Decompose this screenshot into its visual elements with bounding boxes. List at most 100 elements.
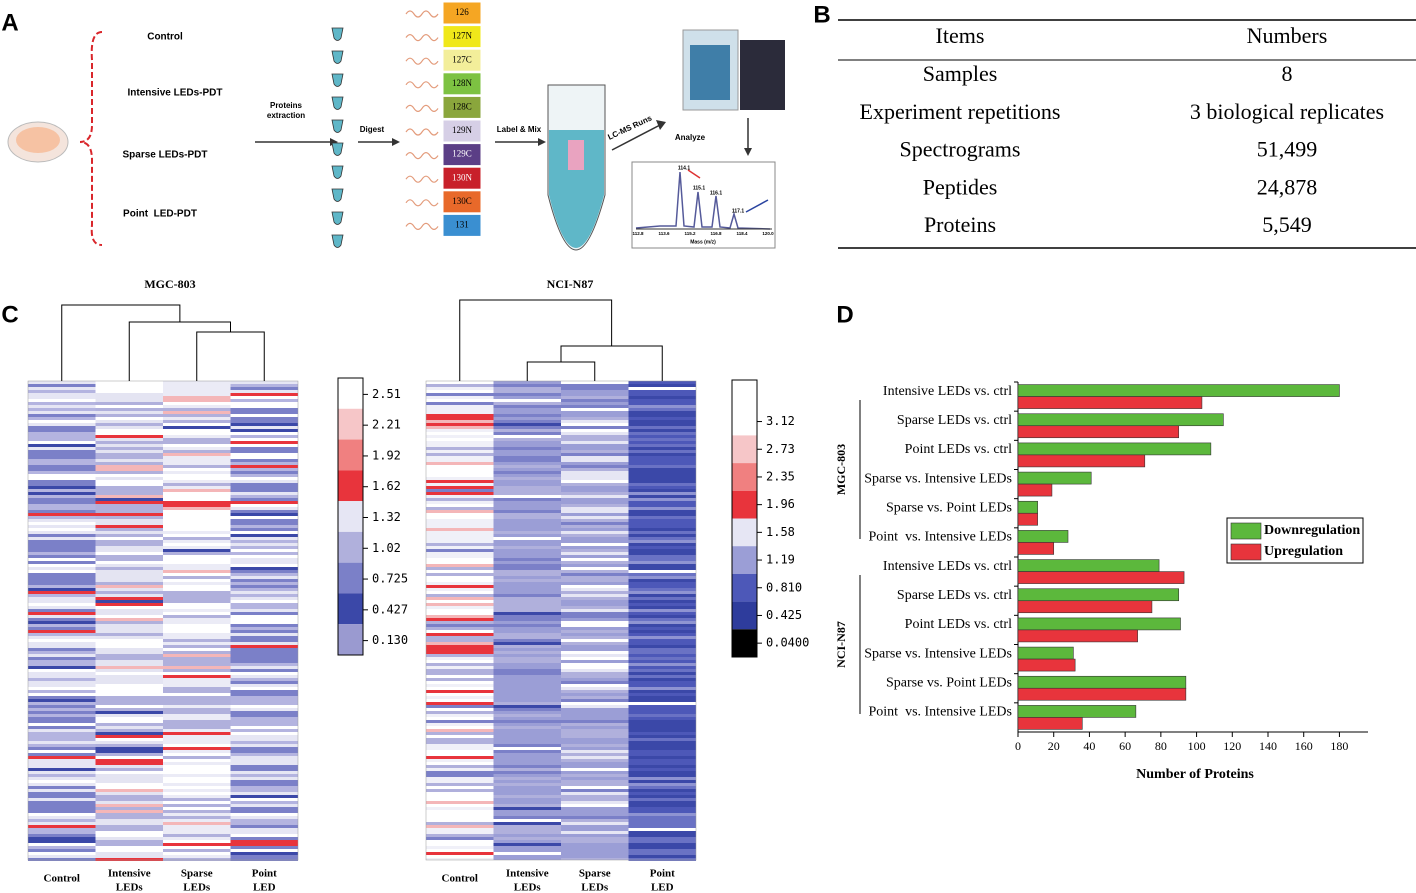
heatmap-stripe xyxy=(163,585,231,588)
heatmap-stripe xyxy=(493,768,561,771)
colorbar-label: 2.21 xyxy=(372,418,401,432)
colorbar-label: 1.96 xyxy=(766,497,795,511)
heatmap-stripe xyxy=(230,684,298,687)
heatmap-stripe xyxy=(230,708,298,711)
heatmap-stripe xyxy=(493,435,561,438)
heatmap-stripe xyxy=(493,828,561,831)
heatmap-stripe xyxy=(628,405,696,408)
heatmap-stripe xyxy=(230,549,298,552)
bar xyxy=(1017,617,1181,631)
heatmap-stripe xyxy=(28,696,96,699)
heatmap-stripe xyxy=(230,855,298,858)
bar xyxy=(1017,471,1092,485)
heatmap-stripe xyxy=(628,477,696,480)
heatmap-stripe xyxy=(426,711,494,714)
heatmap-stripe xyxy=(561,789,629,792)
heatmap-stripe xyxy=(28,768,96,771)
heatmap-stripe xyxy=(493,822,561,825)
heatmap-stripe xyxy=(163,822,231,825)
heatmap-stripe xyxy=(95,465,163,468)
heatmap-stripe xyxy=(28,639,96,642)
heatmap-stripe xyxy=(28,537,96,540)
x-tick-label: 80 xyxy=(1155,739,1167,753)
heatmap-stripe xyxy=(628,543,696,546)
heatmap-stripe xyxy=(28,741,96,744)
heatmap-stripe xyxy=(561,453,629,456)
heatmap-stripe xyxy=(163,720,231,723)
heatmap-stripe xyxy=(95,831,163,834)
tube-icon xyxy=(331,211,344,225)
heatmap-stripe xyxy=(230,612,298,615)
heatmap-stripe xyxy=(28,825,96,828)
spectrum-xlabel: Mass (m/z) xyxy=(690,239,716,245)
heatmap-stripe xyxy=(493,618,561,621)
heatmap-stripe xyxy=(163,753,231,756)
heatmap-stripe xyxy=(426,729,494,732)
heatmap-stripe xyxy=(230,429,298,432)
heatmap-stripe xyxy=(163,711,231,714)
heatmap-stripe xyxy=(95,501,163,504)
x-tick-label: 120 xyxy=(1223,739,1241,753)
heatmap-stripe xyxy=(163,588,231,591)
spectrum-tick: 118.4 xyxy=(736,231,748,236)
heatmap-stripe xyxy=(493,405,561,408)
heatmap-stripe xyxy=(561,477,629,480)
heatmap-stripe xyxy=(426,492,494,495)
heatmap-stripe xyxy=(426,840,494,843)
heatmap-stripe xyxy=(28,699,96,702)
group-label: Sparse LEDs-PDT xyxy=(122,150,207,161)
heatmap-stripe xyxy=(426,669,494,672)
heatmap-stripe xyxy=(230,843,298,846)
heatmap-stripe xyxy=(561,813,629,816)
heatmap-stripe xyxy=(493,606,561,609)
heatmap-stripe xyxy=(163,543,231,546)
heatmap-stripe xyxy=(628,576,696,579)
heatmap-stripe xyxy=(426,600,494,603)
heatmap-stripe xyxy=(628,624,696,627)
heatmap-stripe xyxy=(95,753,163,756)
heatmap-stripe xyxy=(628,783,696,786)
y-tick-label: Sparse LEDs vs. ctrl xyxy=(897,413,1012,428)
heatmap-stripe xyxy=(28,522,96,525)
heatmap-stripe xyxy=(561,846,629,849)
heatmap-stripe xyxy=(28,630,96,633)
heatmap-stripe xyxy=(561,666,629,669)
heatmap-stripe xyxy=(426,690,494,693)
heatmap-stripe xyxy=(230,576,298,579)
heatmap-stripe xyxy=(163,555,231,558)
heatmap-stripe xyxy=(163,426,231,429)
panel-label: C xyxy=(1,301,18,328)
heatmap-stripe xyxy=(28,381,96,384)
heatmap-stripe xyxy=(493,516,561,519)
heatmap-stripe xyxy=(28,564,96,567)
heatmap-stripe xyxy=(628,510,696,513)
heatmap-stripe xyxy=(426,681,494,684)
heatmap-stripe xyxy=(28,765,96,768)
heatmap-stripe xyxy=(163,558,231,561)
peptide-squiggle xyxy=(405,81,439,89)
heatmap-stripe xyxy=(163,651,231,654)
heatmap-stripe xyxy=(230,636,298,639)
heatmap-stripe xyxy=(230,381,298,384)
peptide-squiggle xyxy=(405,10,439,18)
heatmap-stripe xyxy=(426,414,494,417)
heatmap-stripe xyxy=(95,615,163,618)
heatmap-stripe xyxy=(426,609,494,612)
heatmap-stripe xyxy=(628,534,696,537)
heatmap-stripe xyxy=(493,492,561,495)
heatmap-stripe xyxy=(95,387,163,390)
heatmap-stripe xyxy=(28,453,96,456)
heatmap-stripe xyxy=(561,498,629,501)
heatmap-stripe xyxy=(230,477,298,480)
heatmap-stripe xyxy=(561,552,629,555)
legend-label: Upregulation xyxy=(1264,544,1343,559)
tube-icon xyxy=(331,165,344,179)
heatmap-stripe xyxy=(426,399,494,402)
heatmap-stripe xyxy=(561,822,629,825)
heatmap-stripe xyxy=(493,720,561,723)
heatmap-stripe xyxy=(628,756,696,759)
heatmap-stripe xyxy=(163,693,231,696)
heatmap-stripe xyxy=(561,645,629,648)
heatmap-stripe xyxy=(230,657,298,660)
heatmap-stripe xyxy=(28,420,96,423)
